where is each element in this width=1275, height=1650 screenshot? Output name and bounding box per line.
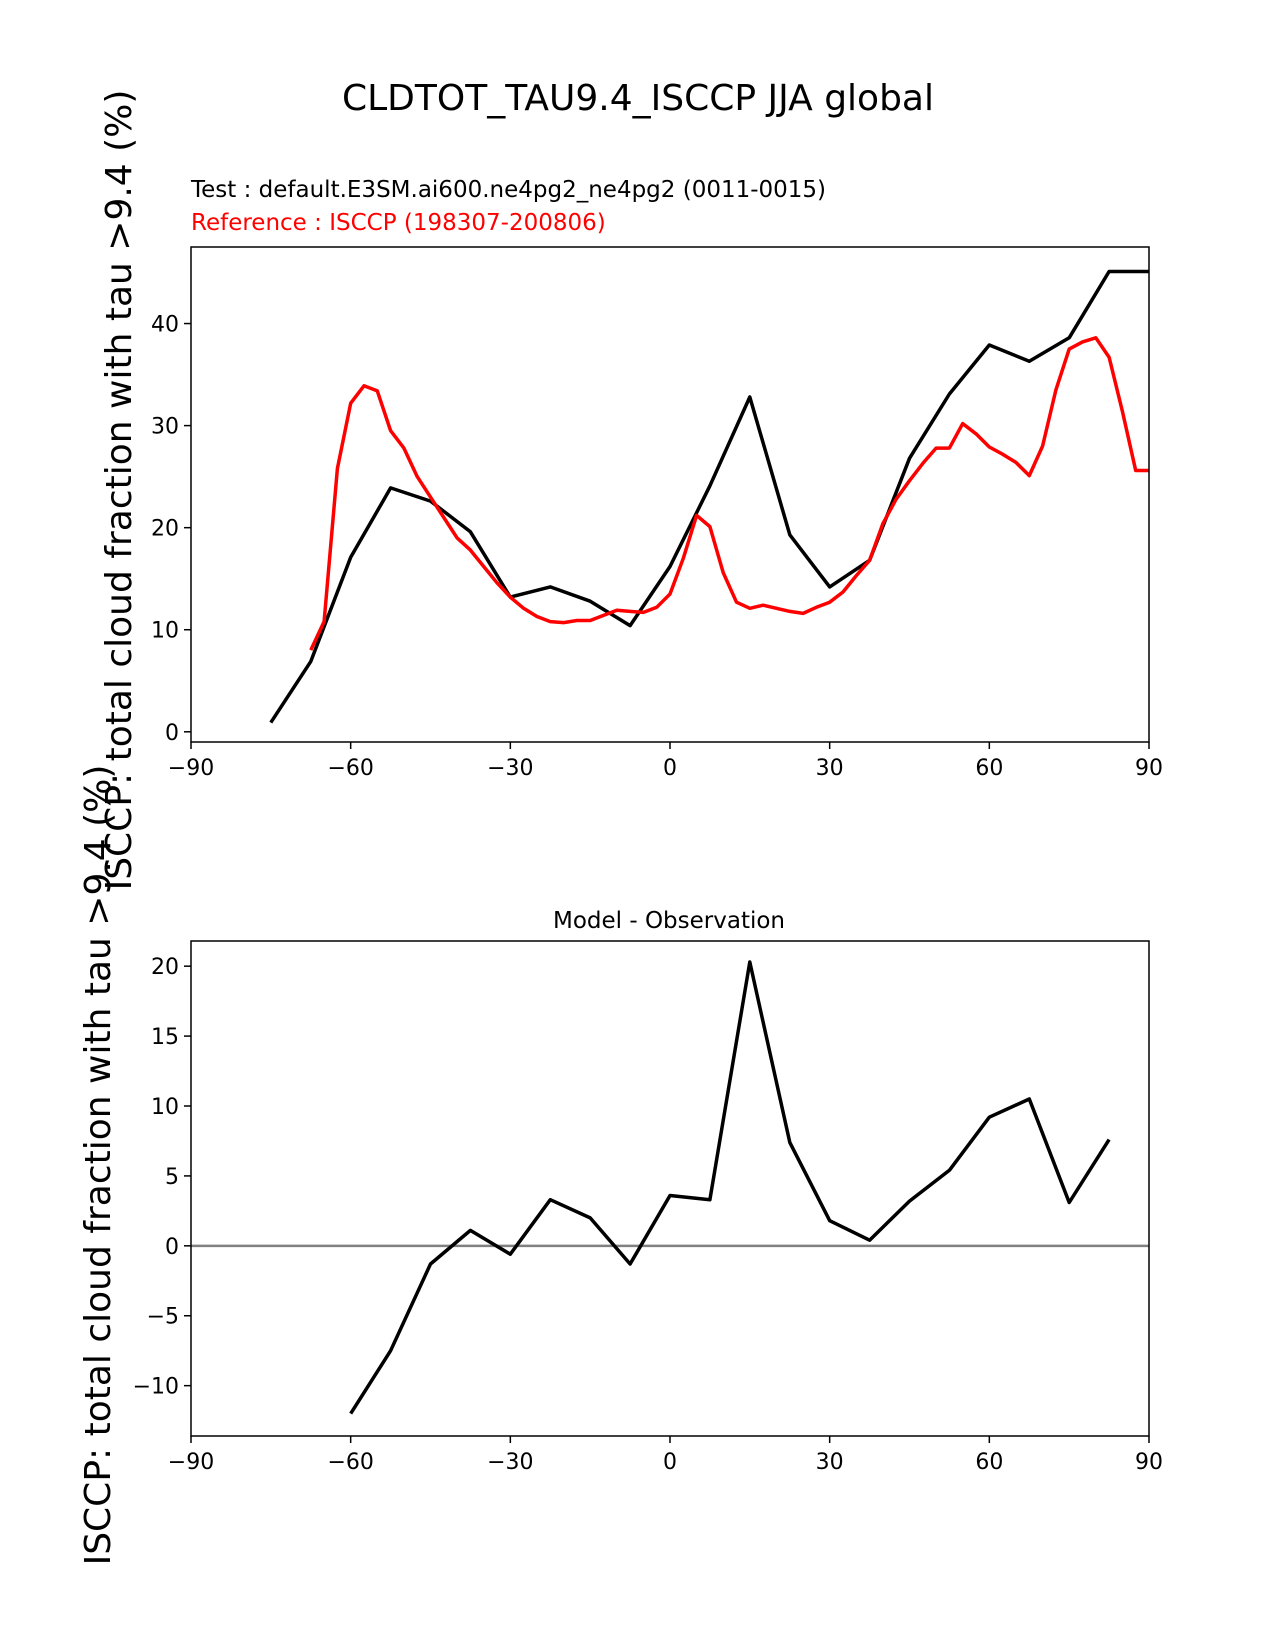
top-x-tick-label: 60 — [975, 756, 1003, 781]
top-x-tick-label: −30 — [487, 756, 533, 781]
top-reference-label: Reference : ISCCP (198307-200806) — [191, 210, 606, 236]
top-x-tick-label: 0 — [663, 756, 677, 781]
top-y-tick-label: 0 — [165, 721, 179, 746]
top-panel: Test : default.E3SM.ai600.ne4pg2_ne4pg2 … — [99, 90, 1163, 891]
top-x-tick-label: −60 — [327, 756, 373, 781]
top-x-tick-label: 90 — [1135, 756, 1163, 781]
bottom-y-tick-label: −10 — [133, 1375, 179, 1400]
top-y-axis-label: ISCCP: total cloud fraction with tau >9.… — [99, 90, 140, 891]
bottom-plot-area — [191, 960, 1149, 1415]
top-y-tick-label: 20 — [151, 517, 179, 542]
bottom-x-tick-label: 90 — [1135, 1450, 1163, 1475]
bottom-x-ticks: −90 −60 −30 0 30 60 90 — [168, 1436, 1163, 1475]
top-x-ticks: −90 −60 −30 0 30 60 90 — [168, 742, 1163, 781]
top-y-tick-label: 10 — [151, 619, 179, 644]
bottom-x-tick-label: −30 — [487, 1450, 533, 1475]
bottom-y-tick-label: 5 — [165, 1165, 179, 1190]
bottom-y-tick-label: 10 — [151, 1095, 179, 1120]
bottom-panel-title: Model - Observation — [553, 908, 785, 934]
bottom-x-tick-label: 30 — [816, 1450, 844, 1475]
top-y-tick-label: 30 — [151, 415, 179, 440]
bottom-y-tick-label: −5 — [147, 1305, 179, 1330]
bottom-y-tick-label: 20 — [151, 955, 179, 980]
bottom-y-ticks: −10 −5 0 5 10 15 20 — [133, 955, 191, 1400]
bottom-y-axis-label: ISCCP: total cloud fraction with tau >9.… — [78, 765, 119, 1566]
top-y-ticks: 0 10 20 30 40 — [151, 313, 191, 746]
top-plot-area — [269, 269, 1149, 724]
top-x-tick-label: −90 — [168, 756, 214, 781]
bottom-y-tick-label: 15 — [151, 1025, 179, 1050]
top-test-label: Test : default.E3SM.ai600.ne4pg2_ne4pg2 … — [190, 177, 826, 203]
figure-title: CLDTOT_TAU9.4_ISCCP JJA global — [342, 78, 934, 119]
top-reference-series — [309, 336, 1149, 651]
bottom-x-tick-label: 0 — [663, 1450, 677, 1475]
top-test-series — [269, 269, 1149, 724]
model-minus-observation-series — [349, 960, 1111, 1415]
top-x-tick-label: 30 — [816, 756, 844, 781]
bottom-panel: Model - Observation −90 −60 −30 0 30 60 … — [78, 765, 1163, 1566]
top-y-tick-label: 40 — [151, 313, 179, 338]
bottom-x-tick-label: −90 — [168, 1450, 214, 1475]
bottom-x-tick-label: −60 — [327, 1450, 373, 1475]
bottom-y-tick-label: 0 — [165, 1235, 179, 1260]
bottom-x-tick-label: 60 — [975, 1450, 1003, 1475]
